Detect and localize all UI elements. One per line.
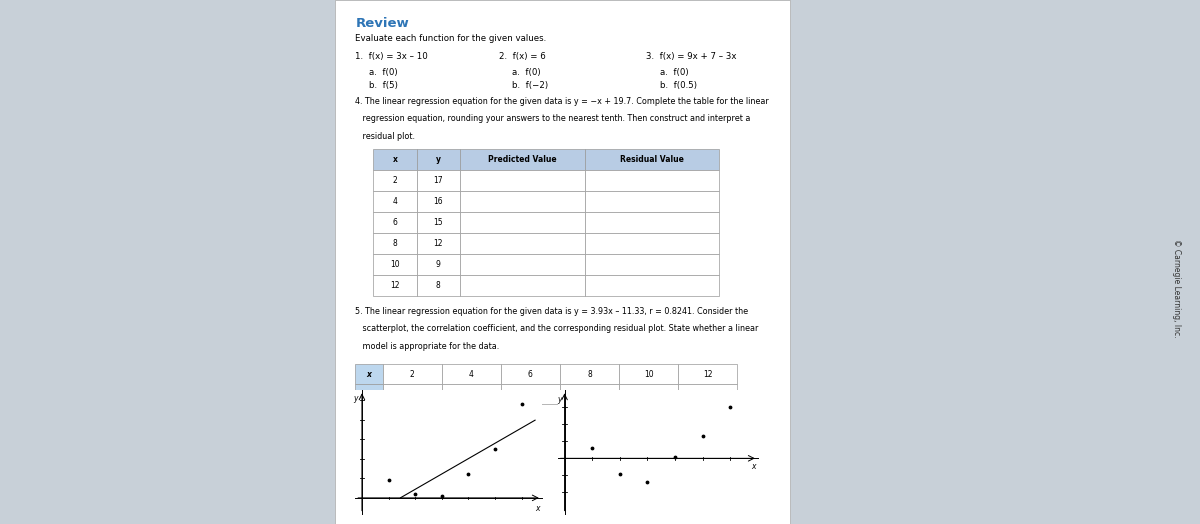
Bar [442,384,500,404]
Text: 9: 9 [409,389,414,399]
Text: regression equation, rounding your answers to the nearest tenth. Then construct : regression equation, rounding your answe… [355,114,751,123]
Text: 8: 8 [436,280,440,290]
Text: 5. The linear regression equation for the given data is y = 3.93x – 11.33, r = 0: 5. The linear regression equation for th… [355,307,749,316]
Bar [560,364,619,384]
Bar [373,254,416,275]
Bar [373,212,416,233]
Text: Evaluate each function for the given values.: Evaluate each function for the given val… [355,34,546,42]
Text: 2.  f(x) = 6: 2. f(x) = 6 [498,52,545,61]
Bar [584,191,719,212]
Bar [460,149,584,170]
Bar [584,212,719,233]
Text: © Carnegie Learning, Inc.: © Carnegie Learning, Inc. [1171,239,1181,337]
Text: 2: 2 [409,369,414,379]
Text: b.  f(−2): b. f(−2) [512,81,548,90]
Text: x: x [751,462,756,471]
Text: 6: 6 [528,369,533,379]
Bar [373,233,416,254]
Text: model is appropriate for the data.: model is appropriate for the data. [355,342,499,351]
Text: a.  f(0): a. f(0) [512,68,541,77]
Text: 48: 48 [703,389,713,399]
Bar [619,384,678,404]
Text: 4: 4 [469,369,474,379]
Bar [678,384,737,404]
Bar [416,212,460,233]
Text: a.  f(0): a. f(0) [660,68,689,77]
Text: b.  f(5): b. f(5) [368,81,397,90]
Bar [416,191,460,212]
Bar [442,364,500,384]
Text: 17: 17 [433,176,443,185]
Bar [355,384,383,404]
Bar [584,170,719,191]
Text: 15: 15 [433,217,443,227]
Bar [619,364,678,384]
Text: y: y [436,155,440,164]
Text: 12: 12 [703,369,713,379]
Text: Predicted Value: Predicted Value [488,155,557,164]
Text: 2: 2 [392,176,397,185]
Text: 12: 12 [584,389,594,399]
Bar [460,275,584,296]
Bar [460,191,584,212]
Bar [355,364,383,384]
Text: x: x [366,369,371,379]
Bar [416,275,460,296]
Text: 3.  f(x) = 9x + 7 – 3x: 3. f(x) = 9x + 7 – 3x [647,52,737,61]
Text: a.  f(0): a. f(0) [368,68,397,77]
Text: 1.  f(x) = 3x – 10: 1. f(x) = 3x – 10 [355,52,428,61]
Text: x: x [392,155,397,164]
Bar [560,384,619,404]
Text: scatterplot, the correlation coefficient, and the corresponding residual plot. S: scatterplot, the correlation coefficient… [355,324,758,333]
Text: 10: 10 [390,259,400,269]
Text: 9: 9 [436,259,440,269]
Bar [373,149,416,170]
Text: y: y [354,394,358,403]
Bar [373,191,416,212]
Bar [373,275,416,296]
Text: 25: 25 [643,389,654,399]
Text: Scatter Plot and Line of Best Fit: Scatter Plot and Line of Best Fit [355,417,481,426]
Bar [460,170,584,191]
Text: 2: 2 [469,389,474,399]
Text: y: y [557,395,562,403]
Text: Residual Plot: Residual Plot [558,417,610,426]
Bar [500,384,560,404]
Text: 6: 6 [392,217,397,227]
Bar [678,364,737,384]
Bar [416,254,460,275]
Text: 8: 8 [587,369,592,379]
Text: 10: 10 [643,369,654,379]
Text: y: y [366,389,372,399]
Text: b.  f(0.5): b. f(0.5) [660,81,697,90]
Text: 4. The linear regression equation for the given data is y = −x + 19.7. Complete : 4. The linear regression equation for th… [355,97,769,106]
Text: residual plot.: residual plot. [355,132,415,140]
Text: 16: 16 [433,196,443,206]
Bar [460,212,584,233]
Bar [460,233,584,254]
Text: 4: 4 [392,196,397,206]
Bar [416,170,460,191]
Text: 8: 8 [392,238,397,248]
Bar [584,149,719,170]
Text: Review: Review [355,17,409,30]
Bar [500,364,560,384]
Bar [416,233,460,254]
Text: 12: 12 [390,280,400,290]
Bar [584,254,719,275]
Text: 12: 12 [433,238,443,248]
Text: 1: 1 [528,389,533,399]
Text: x: x [535,504,540,513]
Bar [460,254,584,275]
Bar [416,149,460,170]
Bar [383,384,442,404]
Bar [584,233,719,254]
Text: Residual Value: Residual Value [620,155,684,164]
Bar [383,364,442,384]
Bar [584,275,719,296]
Bar [373,170,416,191]
